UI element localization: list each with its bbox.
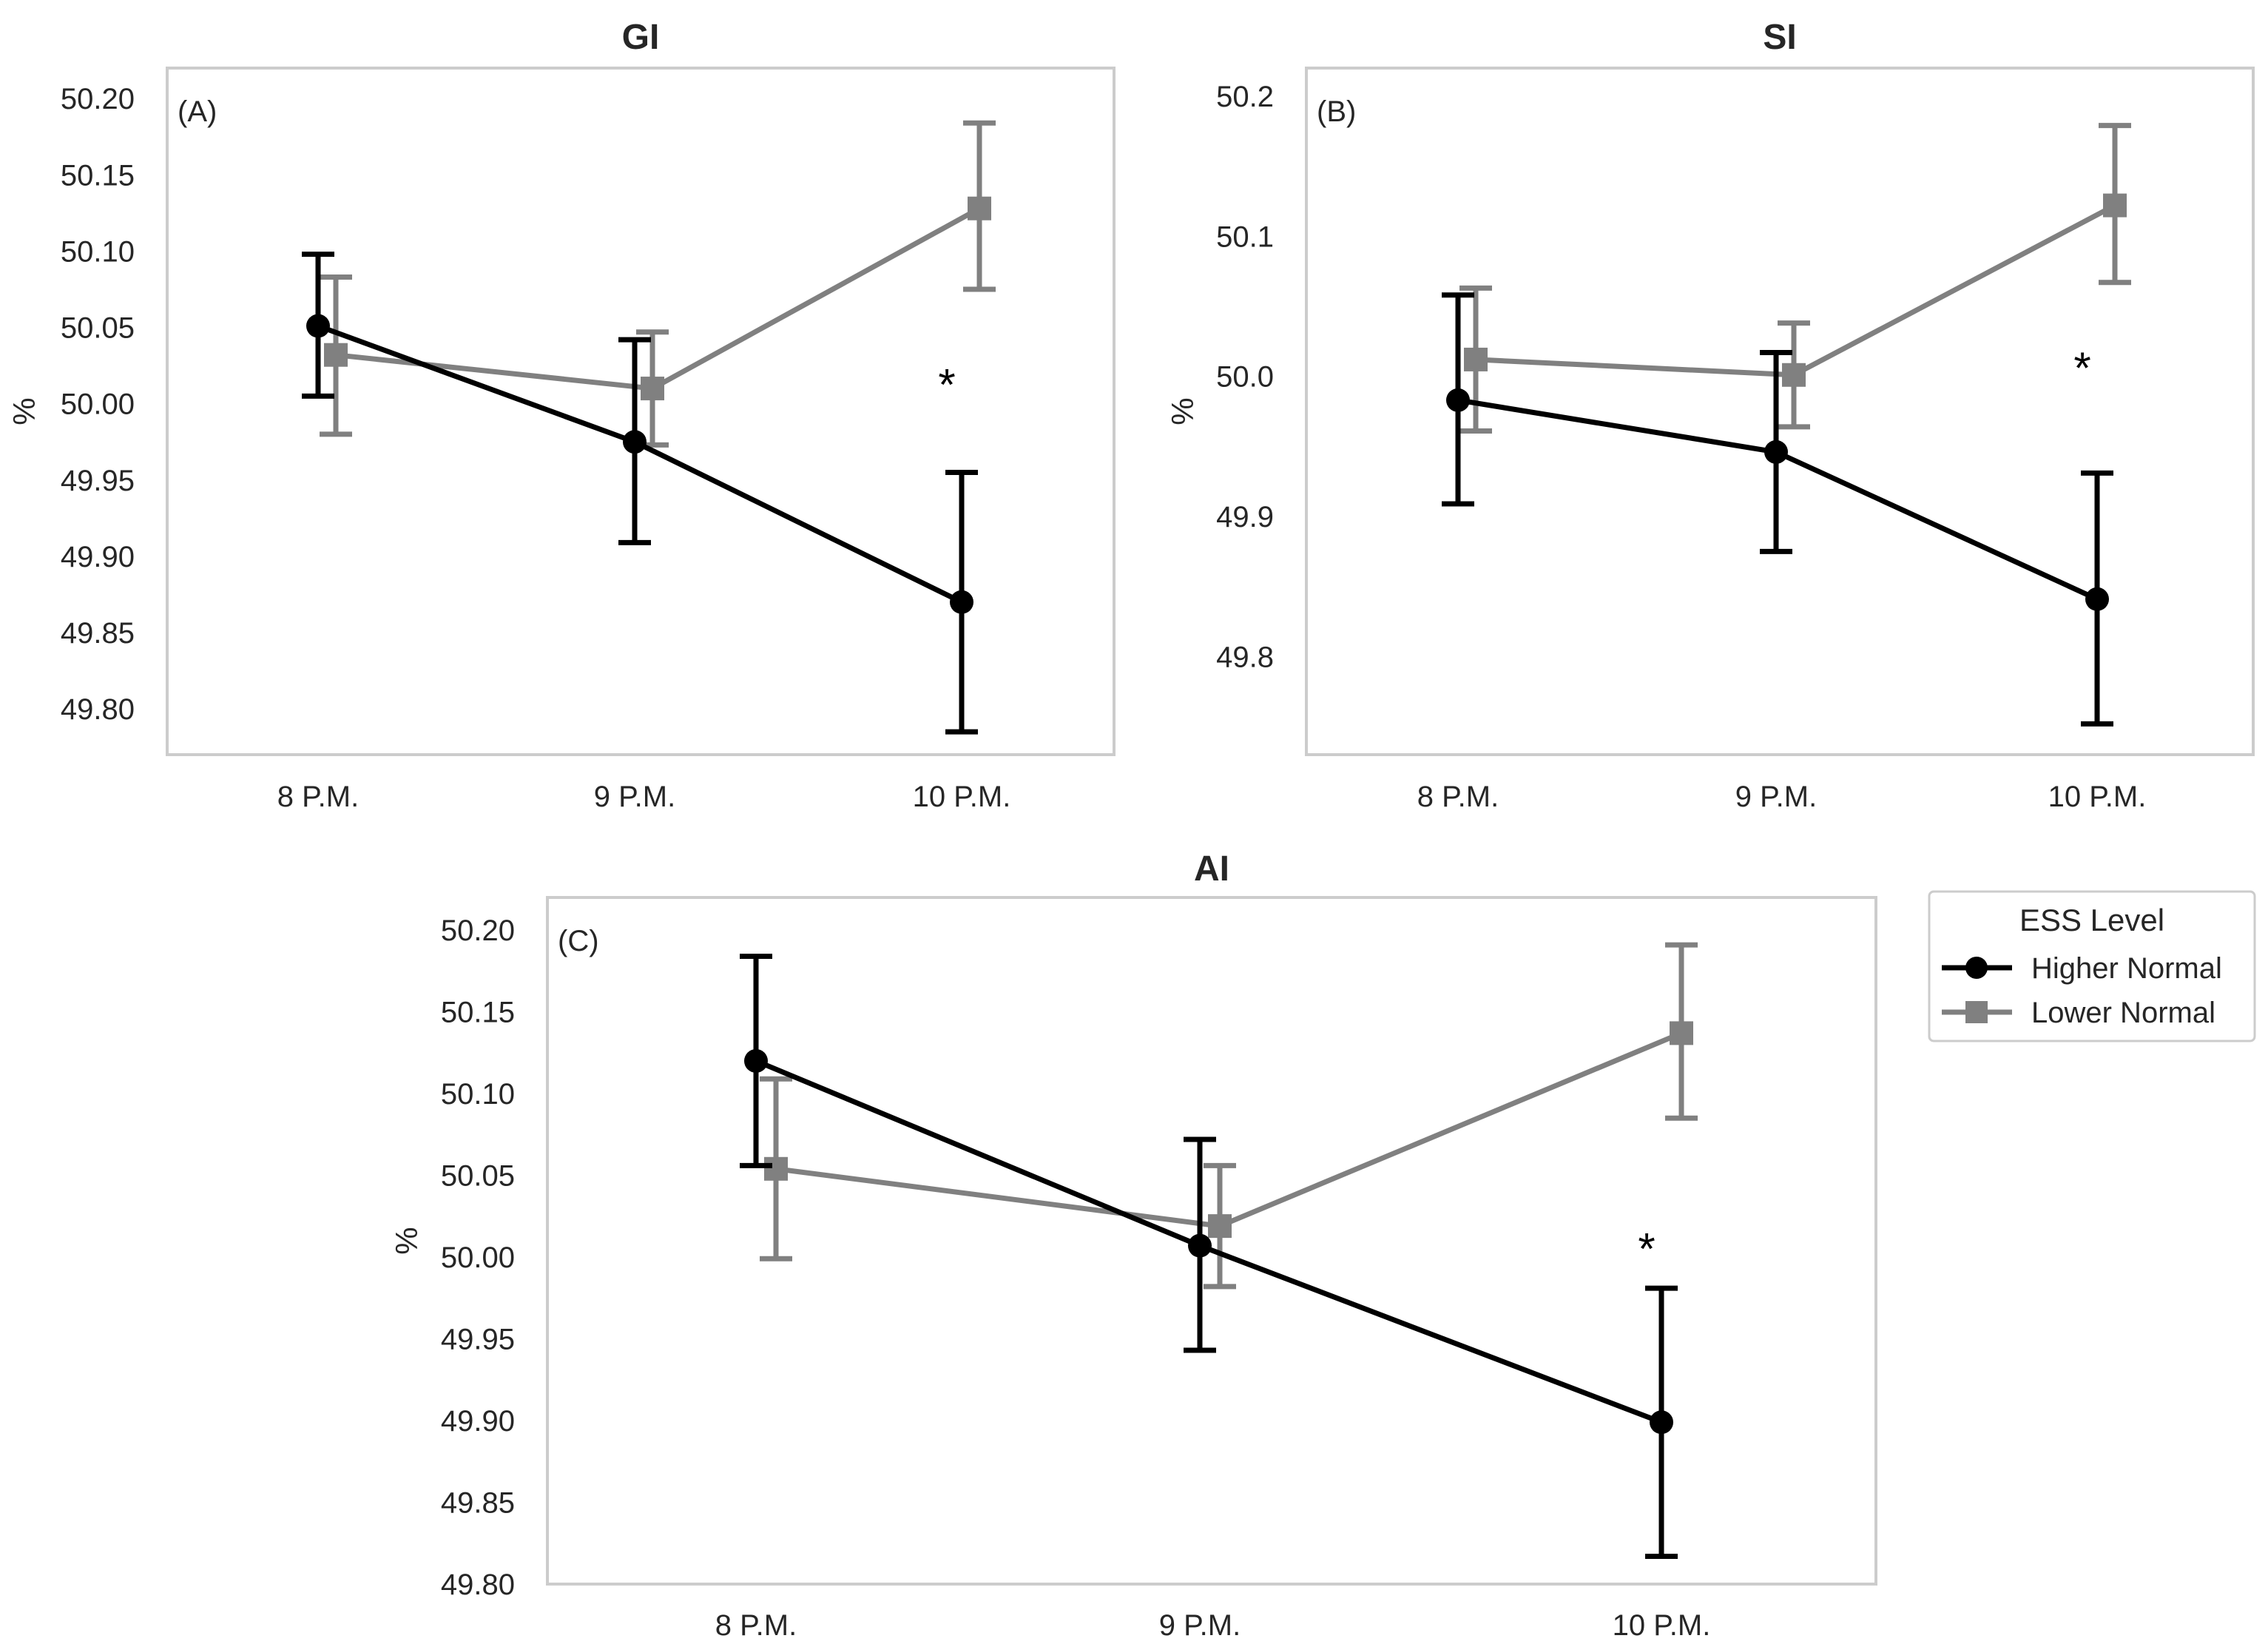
series-line xyxy=(775,1031,1683,1229)
y-tick-label: 50.0 xyxy=(1216,361,1274,394)
plot-frame xyxy=(166,67,1116,756)
legend-title: ESS Level xyxy=(2019,903,2164,937)
x-tick-label: 8 P.M. xyxy=(277,781,359,813)
y-tick-label: 49.95 xyxy=(61,465,135,497)
data-point xyxy=(1446,388,1470,412)
y-tick-label: 49.90 xyxy=(441,1405,515,1438)
significance-marker: * xyxy=(2073,343,2090,393)
panel-label: (A) xyxy=(178,95,217,128)
series-lower-normal xyxy=(760,942,1698,1290)
significance-marker: * xyxy=(938,360,955,409)
data-point xyxy=(1650,1410,1673,1435)
data-point xyxy=(641,377,664,401)
data-point xyxy=(2085,587,2109,611)
chart-title: AI xyxy=(1194,849,1229,889)
data-point xyxy=(950,590,973,614)
series-higher-normal xyxy=(1442,292,2113,727)
data-point xyxy=(1670,1021,1693,1045)
data-point xyxy=(744,1048,768,1073)
y-axis-label: % xyxy=(7,397,41,425)
y-tick-label: 50.05 xyxy=(441,1160,515,1193)
y-tick-label: 50.15 xyxy=(61,159,135,192)
plot-frame xyxy=(1305,67,2255,756)
legend: ESS Level Higher Normal Lower Normal xyxy=(1928,890,2256,1042)
series-line xyxy=(317,323,963,604)
legend-marker-lower-normal xyxy=(1965,1001,1988,1023)
data-point xyxy=(1464,347,1488,371)
y-tick-label: 49.90 xyxy=(61,541,135,573)
y-tick-label: 50.2 xyxy=(1216,81,1274,113)
x-tick-label: 10 P.M. xyxy=(2048,781,2147,813)
data-point xyxy=(1764,439,1788,464)
x-tick-label: 10 P.M. xyxy=(1613,1609,1711,1642)
y-tick-label: 50.1 xyxy=(1216,220,1274,253)
legend-label-lower-normal: Lower Normal xyxy=(2031,997,2215,1029)
series-lower-normal xyxy=(1459,123,2131,434)
y-tick-label: 50.15 xyxy=(441,997,515,1029)
data-point xyxy=(1782,363,1806,387)
panel-label: (B) xyxy=(1317,95,1356,128)
data-point xyxy=(2103,193,2127,218)
data-point xyxy=(1188,1233,1212,1258)
panel-gi: GI (A) 49.80 49.85 49.90 49.95 50.00 50.05 50.10… xyxy=(7,18,1116,813)
series-higher-normal xyxy=(740,954,1678,1559)
legend-frame xyxy=(1928,890,2256,1042)
x-tick-label: 8 P.M. xyxy=(1417,781,1499,813)
y-tick-label: 50.20 xyxy=(441,914,515,947)
y-tick-label: 49.85 xyxy=(61,617,135,650)
y-tick-label: 49.95 xyxy=(441,1324,515,1356)
y-tick-label: 49.8 xyxy=(1216,641,1274,673)
y-tick-label: 50.10 xyxy=(61,235,135,268)
series-higher-normal xyxy=(302,252,978,735)
x-tick-label: 9 P.M. xyxy=(1159,1609,1241,1642)
y-tick-label: 49.80 xyxy=(441,1569,515,1601)
series-line xyxy=(335,206,981,391)
x-tick-label: 9 P.M. xyxy=(1735,781,1817,813)
data-point xyxy=(764,1156,788,1181)
panel-si: SI (B) 49.8 49.9 50.0 50.1 50.2% 8 P.M. 9 P.M. 10… xyxy=(1165,18,2255,813)
y-tick-label: 50.20 xyxy=(61,83,135,115)
data-point xyxy=(324,343,348,367)
significance-marker: * xyxy=(1638,1224,1655,1274)
legend-marker-higher-normal xyxy=(1965,957,1988,979)
data-point xyxy=(623,430,647,454)
panel-ai: AI (C) 49.80 49.85 49.90 49.95 50.00 50.05 50.10… xyxy=(389,849,1877,1642)
chart-title: GI xyxy=(622,18,660,57)
x-tick-label: 9 P.M. xyxy=(594,781,675,813)
y-tick-label: 50.10 xyxy=(441,1078,515,1111)
data-point xyxy=(1208,1214,1232,1239)
plot-frame xyxy=(546,896,1877,1586)
legend-label-higher-normal: Higher Normal xyxy=(2031,952,2222,985)
y-tick-label: 50.05 xyxy=(61,312,135,345)
y-tick-label: 49.9 xyxy=(1216,501,1274,533)
y-tick-label: 50.00 xyxy=(441,1242,515,1274)
data-point xyxy=(968,196,991,220)
y-tick-label: 50.00 xyxy=(61,388,135,421)
series-lower-normal xyxy=(320,120,996,448)
x-tick-label: 8 P.M. xyxy=(715,1609,797,1642)
x-tick-label: 10 P.M. xyxy=(913,781,1011,813)
y-tick-label: 49.85 xyxy=(441,1487,515,1520)
chart-title: SI xyxy=(1763,18,1796,57)
data-point xyxy=(306,314,330,338)
y-axis-label: % xyxy=(1165,397,1200,425)
panel-label: (C) xyxy=(558,925,599,957)
y-axis-label: % xyxy=(389,1227,424,1254)
y-tick-label: 49.80 xyxy=(61,693,135,726)
